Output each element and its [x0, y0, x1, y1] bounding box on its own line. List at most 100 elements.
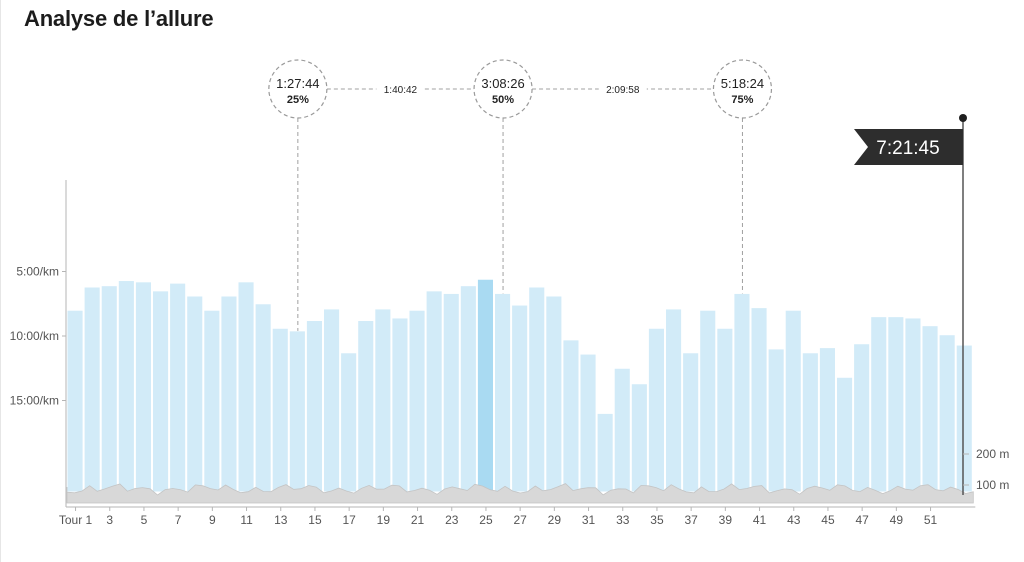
x-tick-label: 39	[719, 513, 733, 527]
pace-bar[interactable]	[254, 303, 272, 493]
pace-bar[interactable]	[169, 282, 187, 493]
pace-bar[interactable]	[904, 317, 922, 493]
pace-bar[interactable]	[134, 281, 152, 493]
milestone-marker[interactable]	[473, 59, 533, 119]
pace-bar[interactable]	[374, 308, 392, 493]
pace-bar[interactable]	[699, 309, 717, 493]
pace-bar[interactable]	[767, 348, 785, 493]
pace-bar[interactable]	[579, 353, 597, 493]
y-tick-label: 15:00/km	[10, 394, 59, 408]
pace-bar[interactable]	[921, 325, 939, 493]
pace-bar[interactable]	[442, 292, 460, 493]
pace-bar[interactable]	[476, 278, 494, 493]
x-tick-label: 13	[274, 513, 288, 527]
pace-bar[interactable]	[408, 309, 426, 493]
pace-bar[interactable]	[870, 316, 888, 493]
pace-bar[interactable]	[425, 290, 443, 493]
x-tick-label: 41	[753, 513, 767, 527]
elevation-tick-label: 200 m	[976, 447, 1009, 461]
milestone-percent: 25%	[287, 94, 309, 106]
split-label-bg	[376, 81, 425, 97]
pace-bar[interactable]	[596, 412, 614, 493]
pace-bar[interactable]	[716, 327, 734, 493]
x-tick-label: 47	[855, 513, 869, 527]
x-tick-label: 23	[445, 513, 459, 527]
pace-bar[interactable]	[801, 352, 819, 493]
milestone-percent: 75%	[731, 94, 753, 106]
elevation-tick-label: 100 m	[976, 478, 1009, 492]
x-tick-label: 11	[240, 513, 253, 527]
pace-bar[interactable]	[391, 317, 409, 493]
milestone-percent: 50%	[492, 94, 514, 106]
pace-bar[interactable]	[203, 309, 221, 493]
pace-bar[interactable]	[220, 295, 238, 493]
pace-bar[interactable]	[494, 292, 512, 493]
x-tick-label: 31	[582, 513, 596, 527]
finish-pole-knob	[959, 114, 967, 122]
pace-bar[interactable]	[938, 334, 956, 493]
page-title: Analyse de l’allure	[24, 6, 214, 31]
split-label: 1:40:42	[384, 85, 418, 96]
pace-bar[interactable]	[186, 295, 204, 493]
pace-bar[interactable]	[66, 309, 84, 493]
pace-bar[interactable]	[528, 286, 546, 493]
x-tick-label: 25	[479, 513, 493, 527]
x-tick-label: 33	[616, 513, 630, 527]
x-tick-label: 21	[411, 513, 425, 527]
pace-bar[interactable]	[511, 304, 529, 493]
pace-bar[interactable]	[647, 327, 666, 493]
pace-bar[interactable]	[357, 320, 375, 493]
milestone-time: 5:18:24	[721, 76, 764, 91]
x-tick-label: 35	[650, 513, 664, 527]
x-tick-label: 17	[342, 513, 356, 527]
x-tick-label: 5	[141, 513, 148, 527]
x-tick-label: 37	[684, 513, 698, 527]
pace-bar[interactable]	[955, 344, 973, 493]
finish-time-label: 7:21:45	[876, 138, 939, 159]
pace-bar[interactable]	[733, 292, 751, 493]
x-tick-label: 9	[209, 513, 216, 527]
x-tick-label: 27	[513, 513, 527, 527]
pace-bar[interactable]	[117, 280, 135, 493]
milestone-marker[interactable]	[268, 59, 328, 119]
pace-bar[interactable]	[562, 339, 580, 493]
split-label-bg	[598, 81, 647, 97]
pace-bar[interactable]	[305, 320, 323, 493]
pace-bar[interactable]	[836, 376, 854, 493]
pace-bar[interactable]	[323, 308, 341, 493]
pace-bar[interactable]	[784, 309, 802, 493]
pace-bar[interactable]	[83, 286, 101, 493]
x-tick-label: 49	[890, 513, 904, 527]
pace-bar[interactable]	[100, 285, 118, 493]
pace-bar[interactable]	[853, 343, 871, 493]
x-tick-label: 45	[821, 513, 835, 527]
pace-bar[interactable]	[545, 295, 563, 493]
y-tick-label: 10:00/km	[10, 329, 59, 343]
y-tick-label: 5:00/km	[16, 265, 59, 279]
x-tick-label: 29	[548, 513, 562, 527]
pace-bar[interactable]	[152, 290, 170, 493]
milestone-marker[interactable]	[712, 59, 773, 119]
pace-bar[interactable]	[459, 285, 477, 493]
pace-bar[interactable]	[613, 367, 631, 493]
x-tick-label: 3	[106, 513, 113, 527]
milestone-time: 3:08:26	[481, 76, 524, 91]
pace-bar[interactable]	[665, 308, 683, 493]
pace-bar[interactable]	[340, 352, 358, 493]
pace-bar[interactable]	[288, 330, 306, 493]
x-tick-label: Tour 1	[59, 513, 93, 527]
finish-flag	[854, 129, 963, 165]
pace-bar[interactable]	[271, 327, 289, 493]
pace-bar[interactable]	[750, 307, 768, 493]
pace-bar[interactable]	[682, 352, 700, 493]
milestone-time: 1:27:44	[276, 76, 319, 91]
x-tick-label: 19	[377, 513, 391, 527]
pace-bar[interactable]	[818, 347, 837, 493]
elevation-profile	[66, 483, 974, 504]
x-tick-label: 43	[787, 513, 801, 527]
pace-bar[interactable]	[237, 281, 255, 493]
pace-bar[interactable]	[630, 383, 648, 493]
pace-bar[interactable]	[887, 316, 905, 493]
x-tick-label: 15	[308, 513, 322, 527]
